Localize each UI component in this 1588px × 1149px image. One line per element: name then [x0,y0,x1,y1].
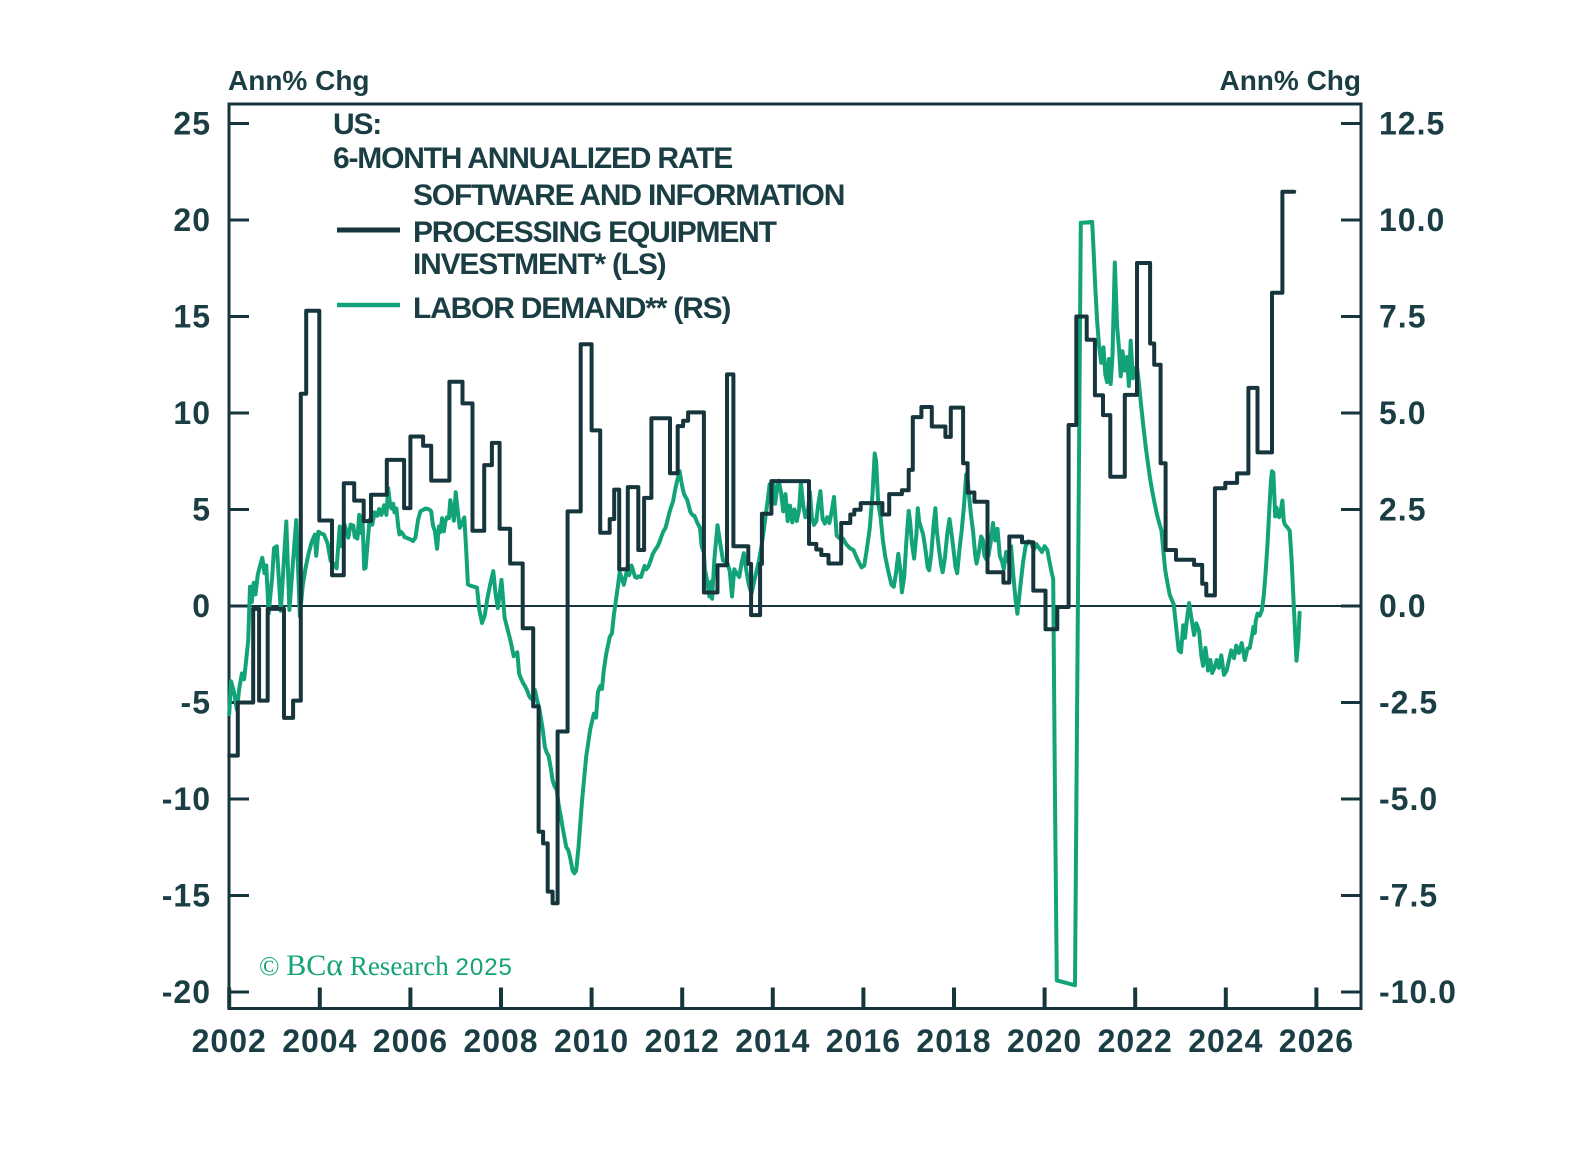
svg-text:5: 5 [192,492,211,528]
svg-text:-10.0: -10.0 [1379,974,1457,1010]
svg-text:-10: -10 [162,781,211,817]
svg-text:2.5: 2.5 [1379,492,1426,528]
svg-text:2018: 2018 [916,1023,991,1059]
svg-text:-7.5: -7.5 [1379,878,1438,914]
svg-text:10.0: 10.0 [1379,202,1445,238]
svg-text:15: 15 [173,299,211,335]
svg-text:20: 20 [173,202,211,238]
svg-text:5.0: 5.0 [1379,395,1426,431]
svg-text:US:: US: [333,108,381,141]
svg-text:10: 10 [173,395,211,431]
svg-text:SOFTWARE AND INFORMATION: SOFTWARE AND INFORMATION [413,179,844,212]
svg-text:Ann% Chg: Ann% Chg [1219,65,1361,96]
svg-text:2022: 2022 [1098,1023,1173,1059]
svg-text:2024: 2024 [1188,1023,1263,1059]
svg-text:-15: -15 [162,878,211,914]
svg-text:-5: -5 [181,685,211,721]
svg-text:-20: -20 [162,974,211,1010]
svg-text:12.5: 12.5 [1379,106,1445,142]
svg-text:0.0: 0.0 [1379,588,1426,624]
svg-text:Ann% Chg: Ann% Chg [228,65,370,96]
svg-text:2004: 2004 [282,1023,357,1059]
svg-text:INVESTMENT* (LS): INVESTMENT* (LS) [413,248,666,281]
svg-text:7.5: 7.5 [1379,299,1426,335]
svg-text:2020: 2020 [1007,1023,1082,1059]
svg-text:2012: 2012 [645,1023,720,1059]
svg-text:6-MONTH ANNUALIZED RATE: 6-MONTH ANNUALIZED RATE [333,142,732,175]
svg-text:2016: 2016 [826,1023,901,1059]
svg-text:2014: 2014 [735,1023,810,1059]
svg-text:2026: 2026 [1279,1023,1354,1059]
svg-text:0: 0 [192,588,211,624]
svg-text:2002: 2002 [192,1023,267,1059]
svg-text:-5.0: -5.0 [1379,781,1438,817]
svg-text:LABOR DEMAND** (RS): LABOR DEMAND** (RS) [413,292,730,325]
svg-text:PROCESSING EQUIPMENT: PROCESSING EQUIPMENT [413,216,777,249]
svg-text:25: 25 [173,106,211,142]
svg-text:2008: 2008 [463,1023,538,1059]
svg-text:2010: 2010 [554,1023,629,1059]
svg-text:-2.5: -2.5 [1379,685,1438,721]
svg-text:2006: 2006 [373,1023,448,1059]
